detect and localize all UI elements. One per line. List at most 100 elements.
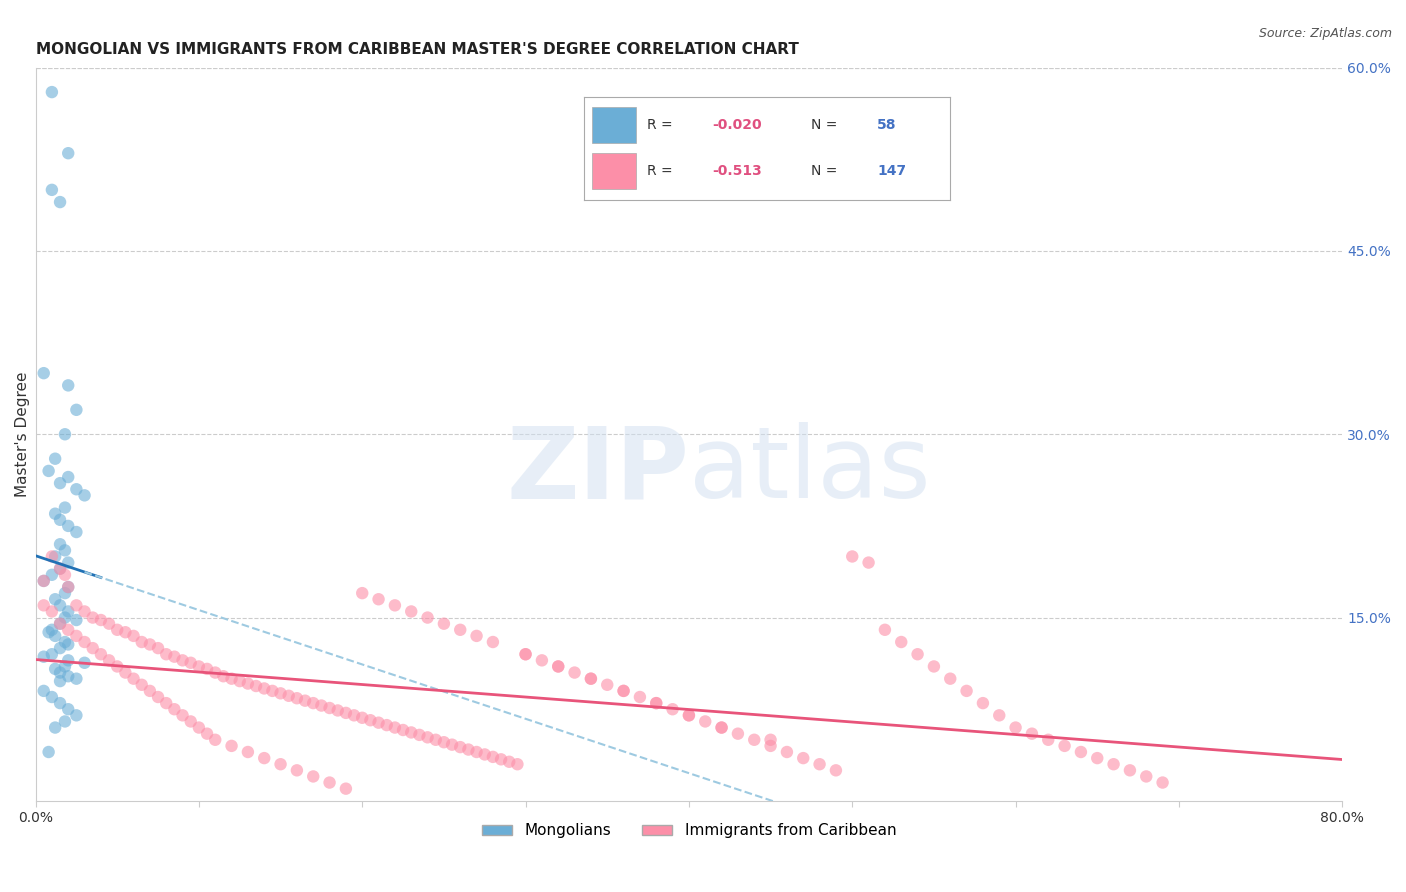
Point [49,537,72,551]
Point [44,507,66,521]
Point [939,672,962,686]
Text: Source: ZipAtlas.com: Source: ZipAtlas.com [1258,27,1392,40]
Point [359,713,381,727]
Point [49,562,72,576]
Point [270,686,292,700]
Point [32,599,55,613]
Point [318,701,340,715]
Point [212,669,235,683]
Point [49,513,72,527]
Point [44,451,66,466]
Point [114,665,136,680]
Point [335,781,357,796]
Point [163,649,186,664]
Y-axis label: Master's Degree: Master's Degree [15,371,30,497]
Point [1004,721,1026,735]
Point [759,739,782,753]
Point [98,616,121,631]
Point [375,718,398,732]
Point [922,659,945,673]
Point [285,691,308,706]
Point [628,690,651,704]
Point [416,731,439,745]
Point [41,183,63,197]
Point [73,488,96,502]
Point [53,714,76,729]
Point [131,678,153,692]
Point [58,604,80,618]
Point [58,623,80,637]
Point [645,696,668,710]
Point [547,659,569,673]
Point [38,745,60,759]
Point [65,708,87,723]
Point [367,715,389,730]
Point [122,629,145,643]
Point [41,623,63,637]
Point [122,672,145,686]
Point [73,604,96,618]
Point [678,708,700,723]
Point [326,703,349,717]
Point [710,721,733,735]
Point [1085,751,1108,765]
Point [489,752,512,766]
Point [270,757,292,772]
Point [318,775,340,789]
Point [579,672,602,686]
Point [58,669,80,683]
Point [49,562,72,576]
Point [547,659,569,673]
Point [32,574,55,588]
Point [204,732,226,747]
Point [58,637,80,651]
Point [49,195,72,210]
Point [58,580,80,594]
Point [253,751,276,765]
Point [1152,775,1174,789]
Point [955,684,977,698]
Point [873,623,896,637]
Point [890,635,912,649]
Text: atlas: atlas [689,423,931,519]
Point [53,567,76,582]
Point [44,721,66,735]
Point [58,653,80,667]
Point [58,556,80,570]
Point [73,656,96,670]
Point [858,556,880,570]
Point [180,656,202,670]
Point [53,500,76,515]
Point [49,696,72,710]
Point [695,714,717,729]
Point [229,674,252,689]
Legend: Mongolians, Immigrants from Caribbean: Mongolians, Immigrants from Caribbean [475,817,903,845]
Point [49,674,72,689]
Point [58,702,80,716]
Point [1070,745,1092,759]
Point [49,665,72,680]
Point [65,402,87,417]
Point [311,698,333,713]
Point [399,604,422,618]
Point [221,739,243,753]
Point [172,708,194,723]
Point [384,599,406,613]
Point [65,482,87,496]
Point [53,427,76,442]
Point [204,665,226,680]
Point [38,625,60,640]
Point [58,519,80,533]
Point [236,676,259,690]
Point [416,610,439,624]
Point [1102,757,1125,772]
Point [449,623,471,637]
Point [352,711,374,725]
Point [776,745,799,759]
Point [44,629,66,643]
Point [44,592,66,607]
Point [49,599,72,613]
Point [433,735,456,749]
Point [32,649,55,664]
Point [236,745,259,759]
